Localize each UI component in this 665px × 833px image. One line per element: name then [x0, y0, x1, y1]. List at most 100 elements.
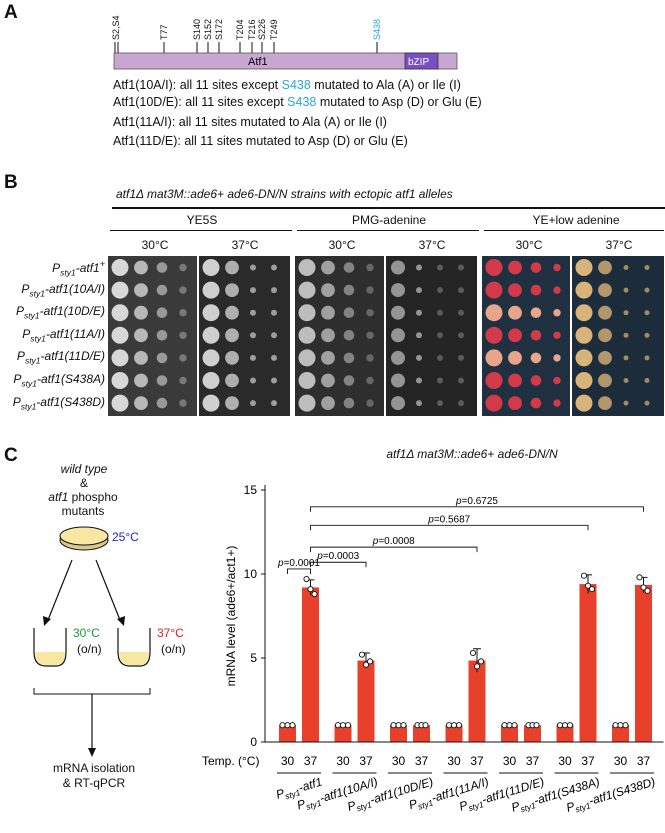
definition-line: Atf1(10A/I): all 11 sites except S438 mu… — [113, 78, 461, 92]
colony-spot — [111, 259, 129, 276]
colony-spot — [485, 281, 503, 299]
bar — [524, 725, 541, 742]
strain-label: Psty1-atf1(S438D) — [12, 394, 105, 411]
strain-label: Psty1-atf1+ — [52, 259, 105, 278]
site-label: S2,S4 — [111, 15, 121, 40]
data-point — [334, 722, 342, 729]
data-point — [617, 722, 624, 729]
temp-tick-label: 30 — [447, 754, 461, 768]
p-value-label: p=0.5687 — [427, 514, 470, 525]
colony-spot — [458, 354, 464, 361]
data-point — [644, 587, 651, 594]
y-axis-label: mRNA level (ade6+/act1+) — [224, 546, 238, 687]
colony-spot — [598, 283, 612, 297]
data-point — [566, 722, 574, 729]
colony-spot — [321, 396, 335, 410]
colony-spot — [416, 309, 422, 316]
colony-spot — [598, 351, 612, 365]
site-label: T204 — [235, 19, 245, 40]
bar — [612, 725, 629, 742]
colony-spot — [575, 259, 593, 276]
colony-spot — [156, 307, 168, 318]
data-point — [584, 582, 592, 589]
colony-spot — [202, 281, 220, 299]
data-point — [303, 575, 310, 583]
colony-spot — [644, 310, 650, 316]
colony-spot — [508, 305, 522, 320]
colony-spot — [111, 394, 129, 412]
data-point — [556, 722, 564, 729]
colony-spot — [623, 400, 629, 406]
flask-right — [117, 628, 151, 667]
colony-spot — [508, 396, 522, 410]
colony-spot — [437, 354, 443, 361]
colony-spot — [343, 262, 355, 273]
temp-label: 37°C — [418, 238, 446, 252]
colony-spot — [485, 372, 503, 389]
temp-tick-label: 37 — [470, 754, 484, 768]
condition-rule — [297, 230, 479, 232]
strain-labels: Psty1-atf1+ Psty1-atf1(10A/I) Psty1-atf1(1… — [0, 256, 107, 416]
colony-spot — [179, 354, 187, 362]
colony-spot — [225, 373, 239, 388]
colony-spot — [553, 399, 561, 407]
colony-spot — [623, 287, 629, 293]
colony-spot — [416, 354, 422, 361]
colony-spot — [530, 397, 542, 409]
colony-spot — [225, 283, 239, 297]
colony-spot — [437, 400, 443, 407]
bar — [357, 660, 375, 742]
temp-label: 30°C — [328, 238, 356, 252]
colony-spot — [508, 351, 522, 365]
arrow-left-head — [43, 616, 51, 626]
data-point — [289, 722, 296, 729]
colony-spot — [391, 350, 405, 365]
colony-spot — [416, 377, 422, 384]
colony-spot — [458, 332, 464, 339]
colony-spot — [179, 263, 187, 272]
colony-spot — [391, 373, 405, 388]
site-label: S172 — [214, 19, 224, 40]
colony-spot — [250, 354, 256, 361]
colony-spot — [416, 287, 422, 294]
colony-spot — [458, 400, 464, 407]
site-label: S140 — [192, 19, 202, 40]
temp-tick-label: 30 — [558, 754, 572, 768]
atf1-protein-label: Atf1 — [248, 56, 268, 68]
p-value-label: p=0.6725 — [455, 496, 498, 507]
colony-spot — [202, 372, 220, 389]
colony-spot — [343, 307, 355, 318]
colony-spot — [134, 351, 148, 365]
data-point — [366, 658, 374, 665]
colony-spot — [179, 286, 187, 294]
data-point — [455, 722, 463, 729]
colony-spot — [366, 309, 374, 317]
colony-spot — [343, 397, 355, 409]
condition-rule — [110, 230, 292, 232]
data-point — [339, 722, 347, 729]
colony-spot — [553, 376, 561, 385]
y-tick-label: 5 — [250, 651, 257, 665]
bar — [279, 725, 296, 742]
colony-spot — [644, 332, 650, 338]
colony-spot — [391, 260, 405, 275]
colony-spot — [416, 264, 422, 271]
colony-spot — [366, 399, 374, 407]
p-value-label: p=0.0008 — [372, 536, 415, 547]
colony-spot — [530, 262, 542, 273]
bar — [413, 725, 430, 742]
colony-spot — [366, 331, 374, 339]
colony-spot — [644, 355, 650, 361]
colony-spot — [366, 354, 374, 362]
colony-spot — [366, 286, 374, 294]
bar — [635, 584, 652, 742]
colony-spot — [156, 397, 168, 409]
chart-title: atf1Δ mat3M::ade6+ ade6-DN/N — [386, 447, 558, 461]
spot-assay-plates — [108, 256, 664, 416]
temp-label: 30°C — [515, 238, 543, 252]
colony-spot — [271, 354, 277, 361]
data-point — [506, 722, 513, 729]
temp-tick-label: 30 — [281, 754, 295, 768]
data-point — [284, 722, 291, 729]
significance-bracket — [310, 506, 644, 512]
